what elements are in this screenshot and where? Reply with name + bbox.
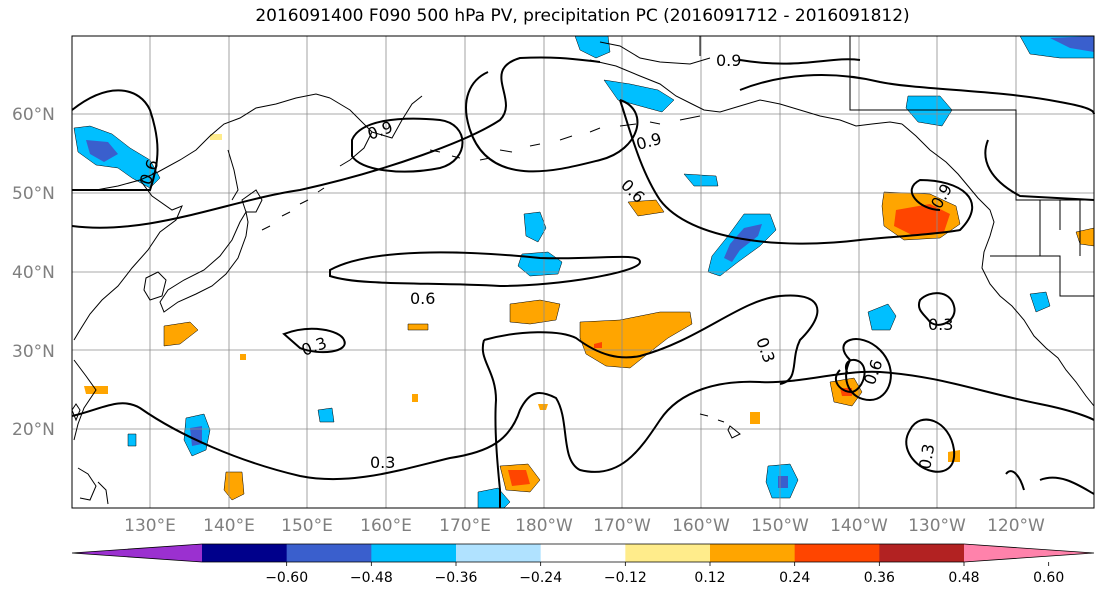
lon-label: 180°W xyxy=(515,516,573,536)
lon-label: 130°W xyxy=(908,516,966,536)
lon-label: 150°W xyxy=(751,516,809,536)
colorbar-extend-high xyxy=(964,544,1094,562)
lon-label: 160°E xyxy=(360,516,412,536)
precipitation-shading xyxy=(73,35,1095,509)
colorbar-tick-label: −0.24 xyxy=(519,570,562,586)
pv-contours xyxy=(71,56,1095,508)
colorbar-tick-label: 0.36 xyxy=(864,570,895,586)
contour-label: 0.3 xyxy=(928,315,953,334)
lon-label: 130°E xyxy=(124,516,176,536)
lon-label: 120°W xyxy=(987,516,1045,536)
map-border xyxy=(71,35,1095,509)
map-title: 2016091400 F090 500 hPa PV, precipitatio… xyxy=(255,6,910,26)
lon-label: 170°W xyxy=(593,516,651,536)
contour-label: 0.9 xyxy=(716,51,741,70)
longitude-labels: 130°E 140°E 150°E 160°E 170°E 180°W 170°… xyxy=(124,516,1045,536)
lon-label: 140°W xyxy=(830,516,888,536)
colorbar-tick-label: 0.24 xyxy=(779,570,810,586)
colorbar-segment xyxy=(371,544,457,562)
contour-labels: 0.9 0.9 0.9 0.6 0.6 0.6 0.3 0.3 0.3 0.3 … xyxy=(136,51,956,472)
lon-label: 150°E xyxy=(281,516,333,536)
colorbar-tick-label: 0.60 xyxy=(1033,570,1064,586)
latitude-labels: 20°N 30°N 40°N 50°N 60°N xyxy=(12,105,55,440)
contour-label: 0.3 xyxy=(915,442,938,470)
colorbar-tick-label: 0.48 xyxy=(948,570,979,586)
lat-label: 40°N xyxy=(12,263,55,283)
lat-label: 50°N xyxy=(12,184,55,204)
colorbar-outline xyxy=(71,543,1095,563)
colorbar-segment xyxy=(710,544,796,562)
colorbar-tick-label: −0.12 xyxy=(604,570,647,586)
colorbar-segment xyxy=(540,544,626,562)
colorbar-segment xyxy=(202,544,288,562)
colorbar-tick-label: −0.48 xyxy=(350,570,393,586)
colorbar-tick-label: 0.12 xyxy=(694,570,725,586)
colorbar-segment xyxy=(625,544,711,562)
lon-label: 170°E xyxy=(439,516,491,536)
colorbar-segment xyxy=(456,544,542,562)
colorbar-tick-label: −0.36 xyxy=(435,570,478,586)
lon-label: 140°E xyxy=(203,516,255,536)
colorbar-tick-label: −0.60 xyxy=(265,570,308,586)
coastlines xyxy=(71,36,1095,505)
colorbar-segment xyxy=(879,544,965,562)
lon-label: 160°W xyxy=(672,516,730,536)
colorbar-segment xyxy=(286,544,372,562)
lat-label: 30°N xyxy=(12,342,55,362)
colorbar-extend-low xyxy=(72,544,202,562)
colorbar-segment xyxy=(794,544,880,562)
graticule xyxy=(72,36,1094,508)
lat-label: 20°N xyxy=(12,420,55,440)
colorbar: −0.60 −0.48 −0.36 −0.24 −0.12 0.12 0.24 0.36 0.4… xyxy=(71,543,1095,586)
contour-label: 0.6 xyxy=(410,289,435,308)
contour-label: 0.3 xyxy=(370,453,395,472)
lat-label: 60°N xyxy=(12,105,55,125)
